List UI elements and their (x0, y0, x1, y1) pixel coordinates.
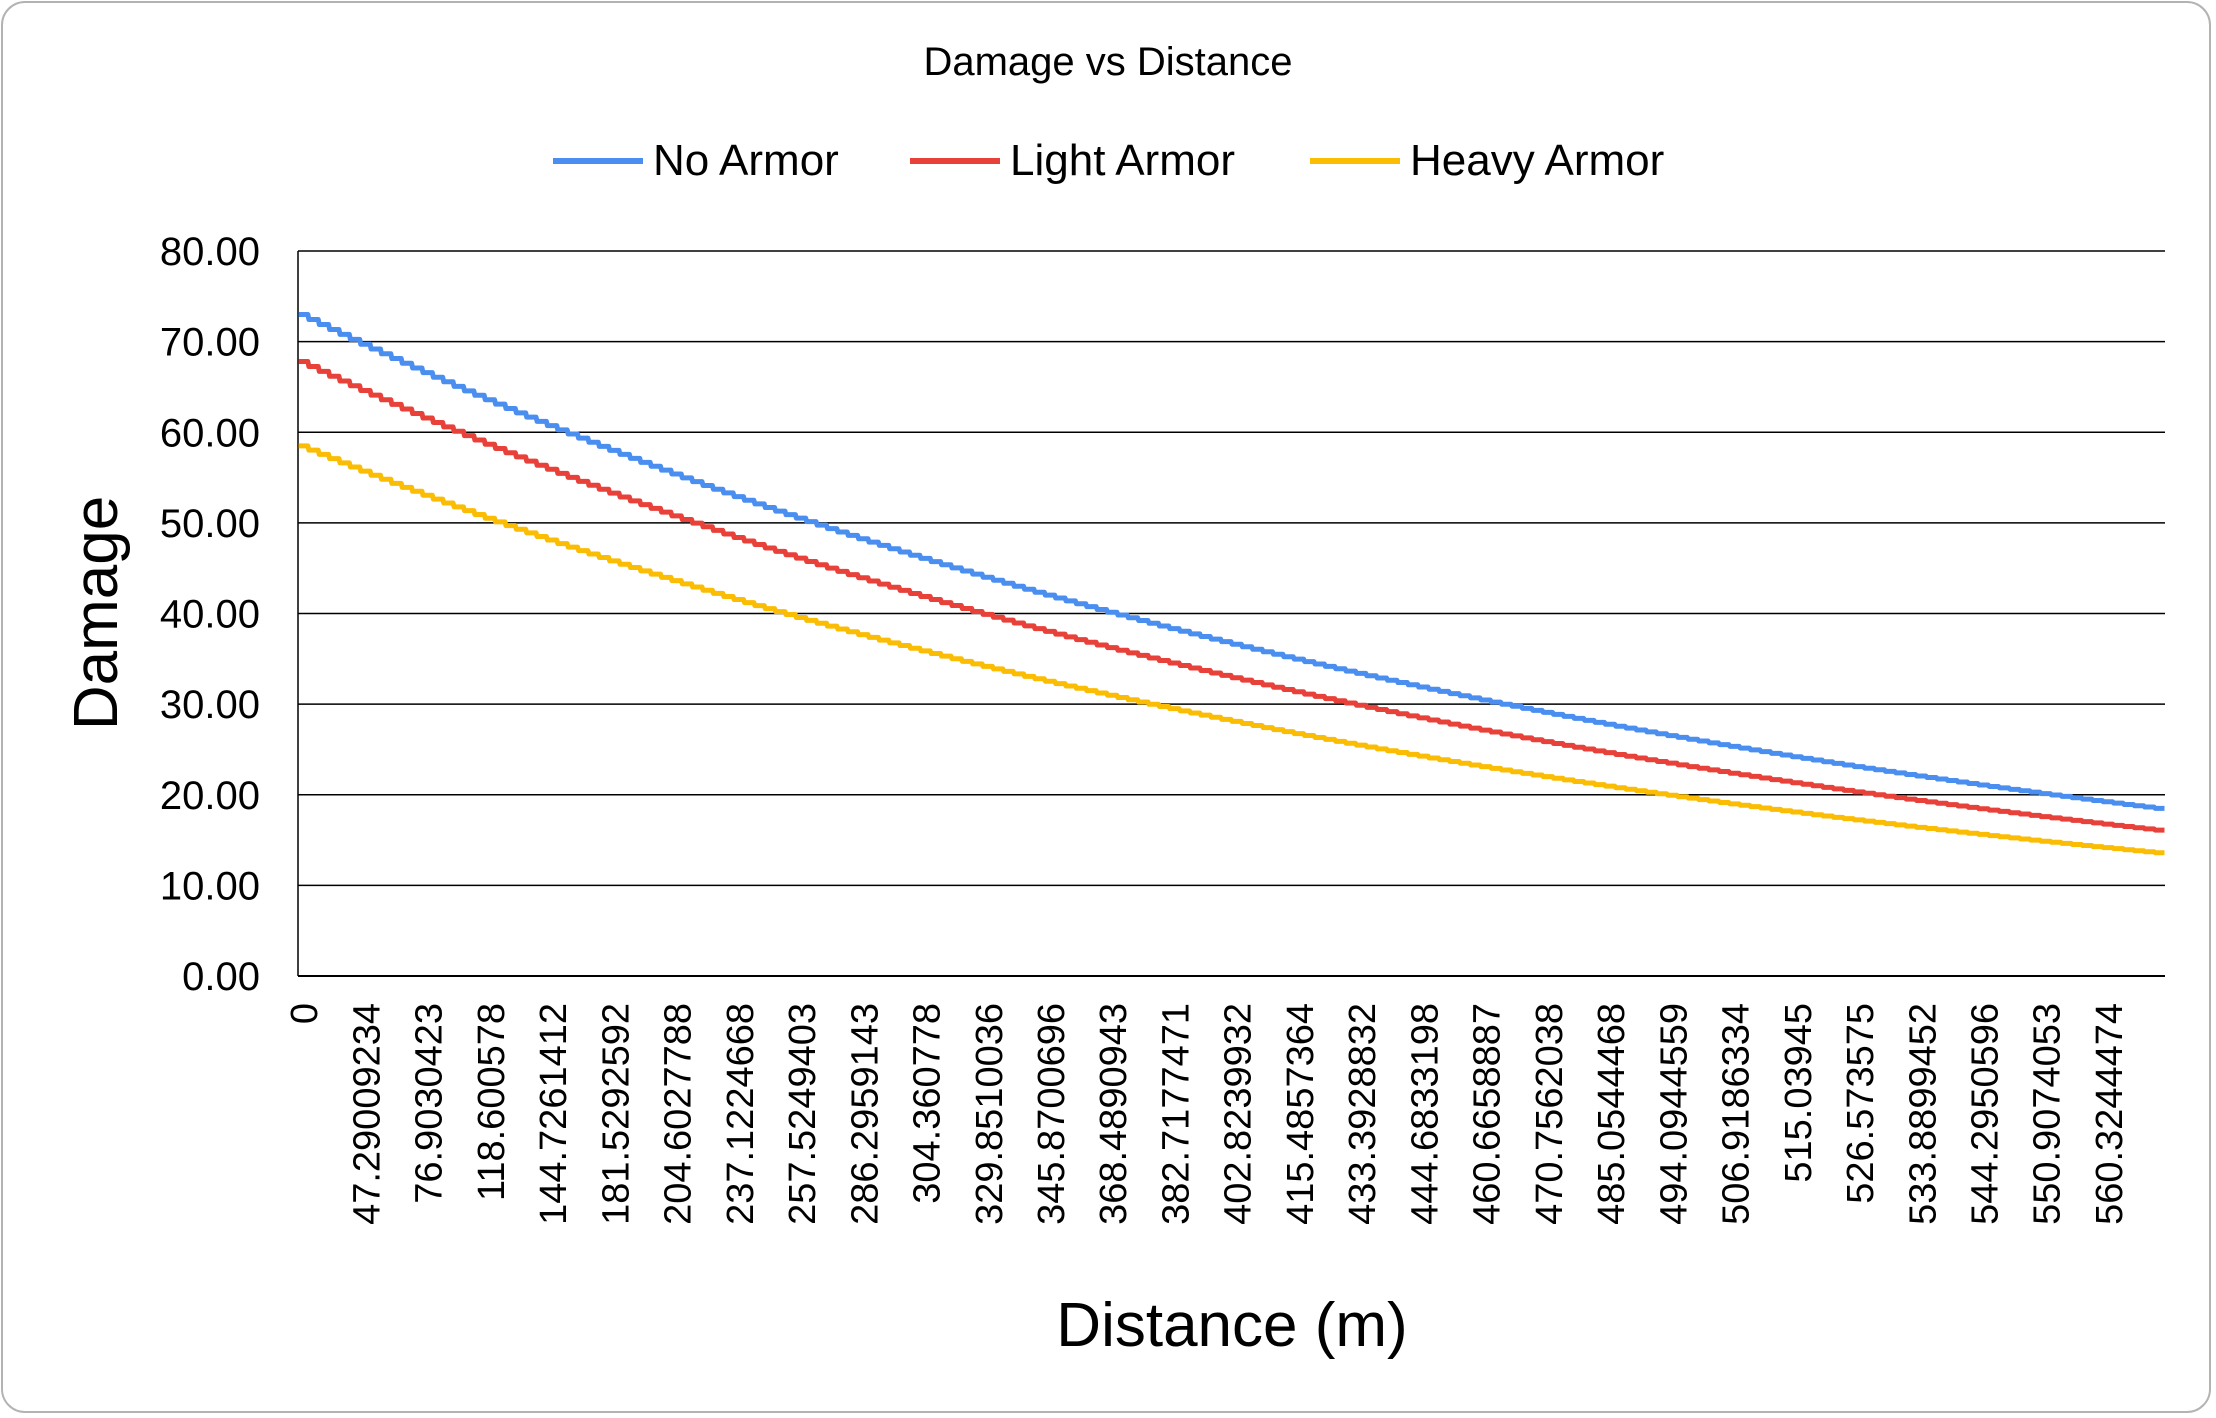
x-tick-label: 550.9074053 (2027, 1003, 2069, 1225)
series-line-no-armor (298, 311, 2165, 811)
x-tick-label: 470.7562038 (1529, 1003, 1571, 1225)
legend-label: Light Armor (1010, 136, 1235, 185)
x-tick-label: 494.0944559 (1653, 1003, 1695, 1225)
y-tick-label: 60.00 (160, 411, 260, 455)
x-tick-label: 257.5249403 (782, 1003, 824, 1225)
x-tick-label: 329.8510036 (969, 1003, 1011, 1225)
y-tick-label: 70.00 (160, 321, 260, 365)
legend: No Armor Light Armor Heavy Armor (553, 136, 1664, 185)
legend-label: Heavy Armor (1410, 136, 1664, 185)
gridlines (297, 250, 2165, 977)
x-tick-label: 76.9030423 (409, 1003, 451, 1204)
x-tick-label: 560.3244474 (2089, 1003, 2131, 1225)
x-tick-label: 433.3928832 (1342, 1003, 1384, 1225)
x-tick-label: 204.6027788 (658, 1003, 700, 1225)
y-tick-label: 0.00 (182, 955, 260, 999)
x-tick-label: 485.0544468 (1591, 1003, 1633, 1225)
x-tick-label: 382.7177471 (1155, 1003, 1197, 1225)
x-tick-label: 526.573575 (1840, 1003, 1882, 1204)
x-tick-label: 181.5292592 (595, 1003, 637, 1225)
y-axis-label: Damage (62, 496, 131, 730)
x-tick-label: 345.8700696 (1031, 1003, 1073, 1225)
x-tick-label: 286.2959143 (844, 1003, 886, 1225)
x-tick-label: 237.1224668 (720, 1003, 762, 1225)
y-tick-label: 40.00 (160, 593, 260, 637)
x-tick-label: 368.4890943 (1093, 1003, 1135, 1225)
y-axis-ticks: 0.00 10.00 20.00 30.00 40.00 50.00 60.00 70.00 8… (160, 230, 260, 999)
series-line-heavy-armor (298, 443, 2165, 856)
y-tick-label: 30.00 (160, 683, 260, 727)
y-tick-label: 10.00 (160, 864, 260, 908)
y-tick-label: 50.00 (160, 502, 260, 546)
x-tick-label: 0 (284, 1003, 326, 1024)
x-axis-label: Distance (m) (1056, 1291, 1407, 1360)
y-tick-label: 20.00 (160, 774, 260, 818)
x-tick-label: 506.9186334 (1716, 1003, 1758, 1225)
series-line-light-armor (298, 359, 2165, 833)
x-tick-label: 402.8239932 (1218, 1003, 1260, 1225)
x-tick-label: 515.03945 (1778, 1003, 1820, 1183)
x-tick-label: 304.360778 (907, 1003, 949, 1204)
chart-title: Damage vs Distance (923, 40, 1292, 84)
legend-label: No Armor (653, 136, 839, 185)
x-tick-label: 118.600578 (471, 1003, 513, 1201)
x-tick-label: 460.6658887 (1467, 1003, 1509, 1225)
x-tick-label: 47.29009234 (346, 1003, 388, 1225)
series-lines (298, 311, 2165, 856)
x-tick-label: 415.4857364 (1280, 1003, 1322, 1225)
x-tick-label: 144.7261412 (533, 1003, 575, 1225)
x-tick-label: 533.8899452 (1902, 1003, 1944, 1225)
y-tick-label: 80.00 (160, 230, 260, 274)
x-tick-label: 444.6833198 (1404, 1003, 1446, 1225)
x-tick-label: 544.2950596 (1964, 1003, 2006, 1225)
x-axis-ticks: 0 47.29009234 76.9030423 118.600578 144.7261… (284, 1003, 2131, 1225)
